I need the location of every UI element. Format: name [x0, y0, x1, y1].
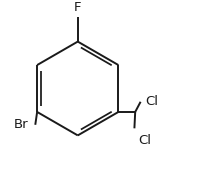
Text: F: F — [74, 1, 82, 14]
Text: Br: Br — [14, 118, 28, 131]
Text: Cl: Cl — [138, 134, 151, 147]
Text: Cl: Cl — [145, 95, 158, 108]
